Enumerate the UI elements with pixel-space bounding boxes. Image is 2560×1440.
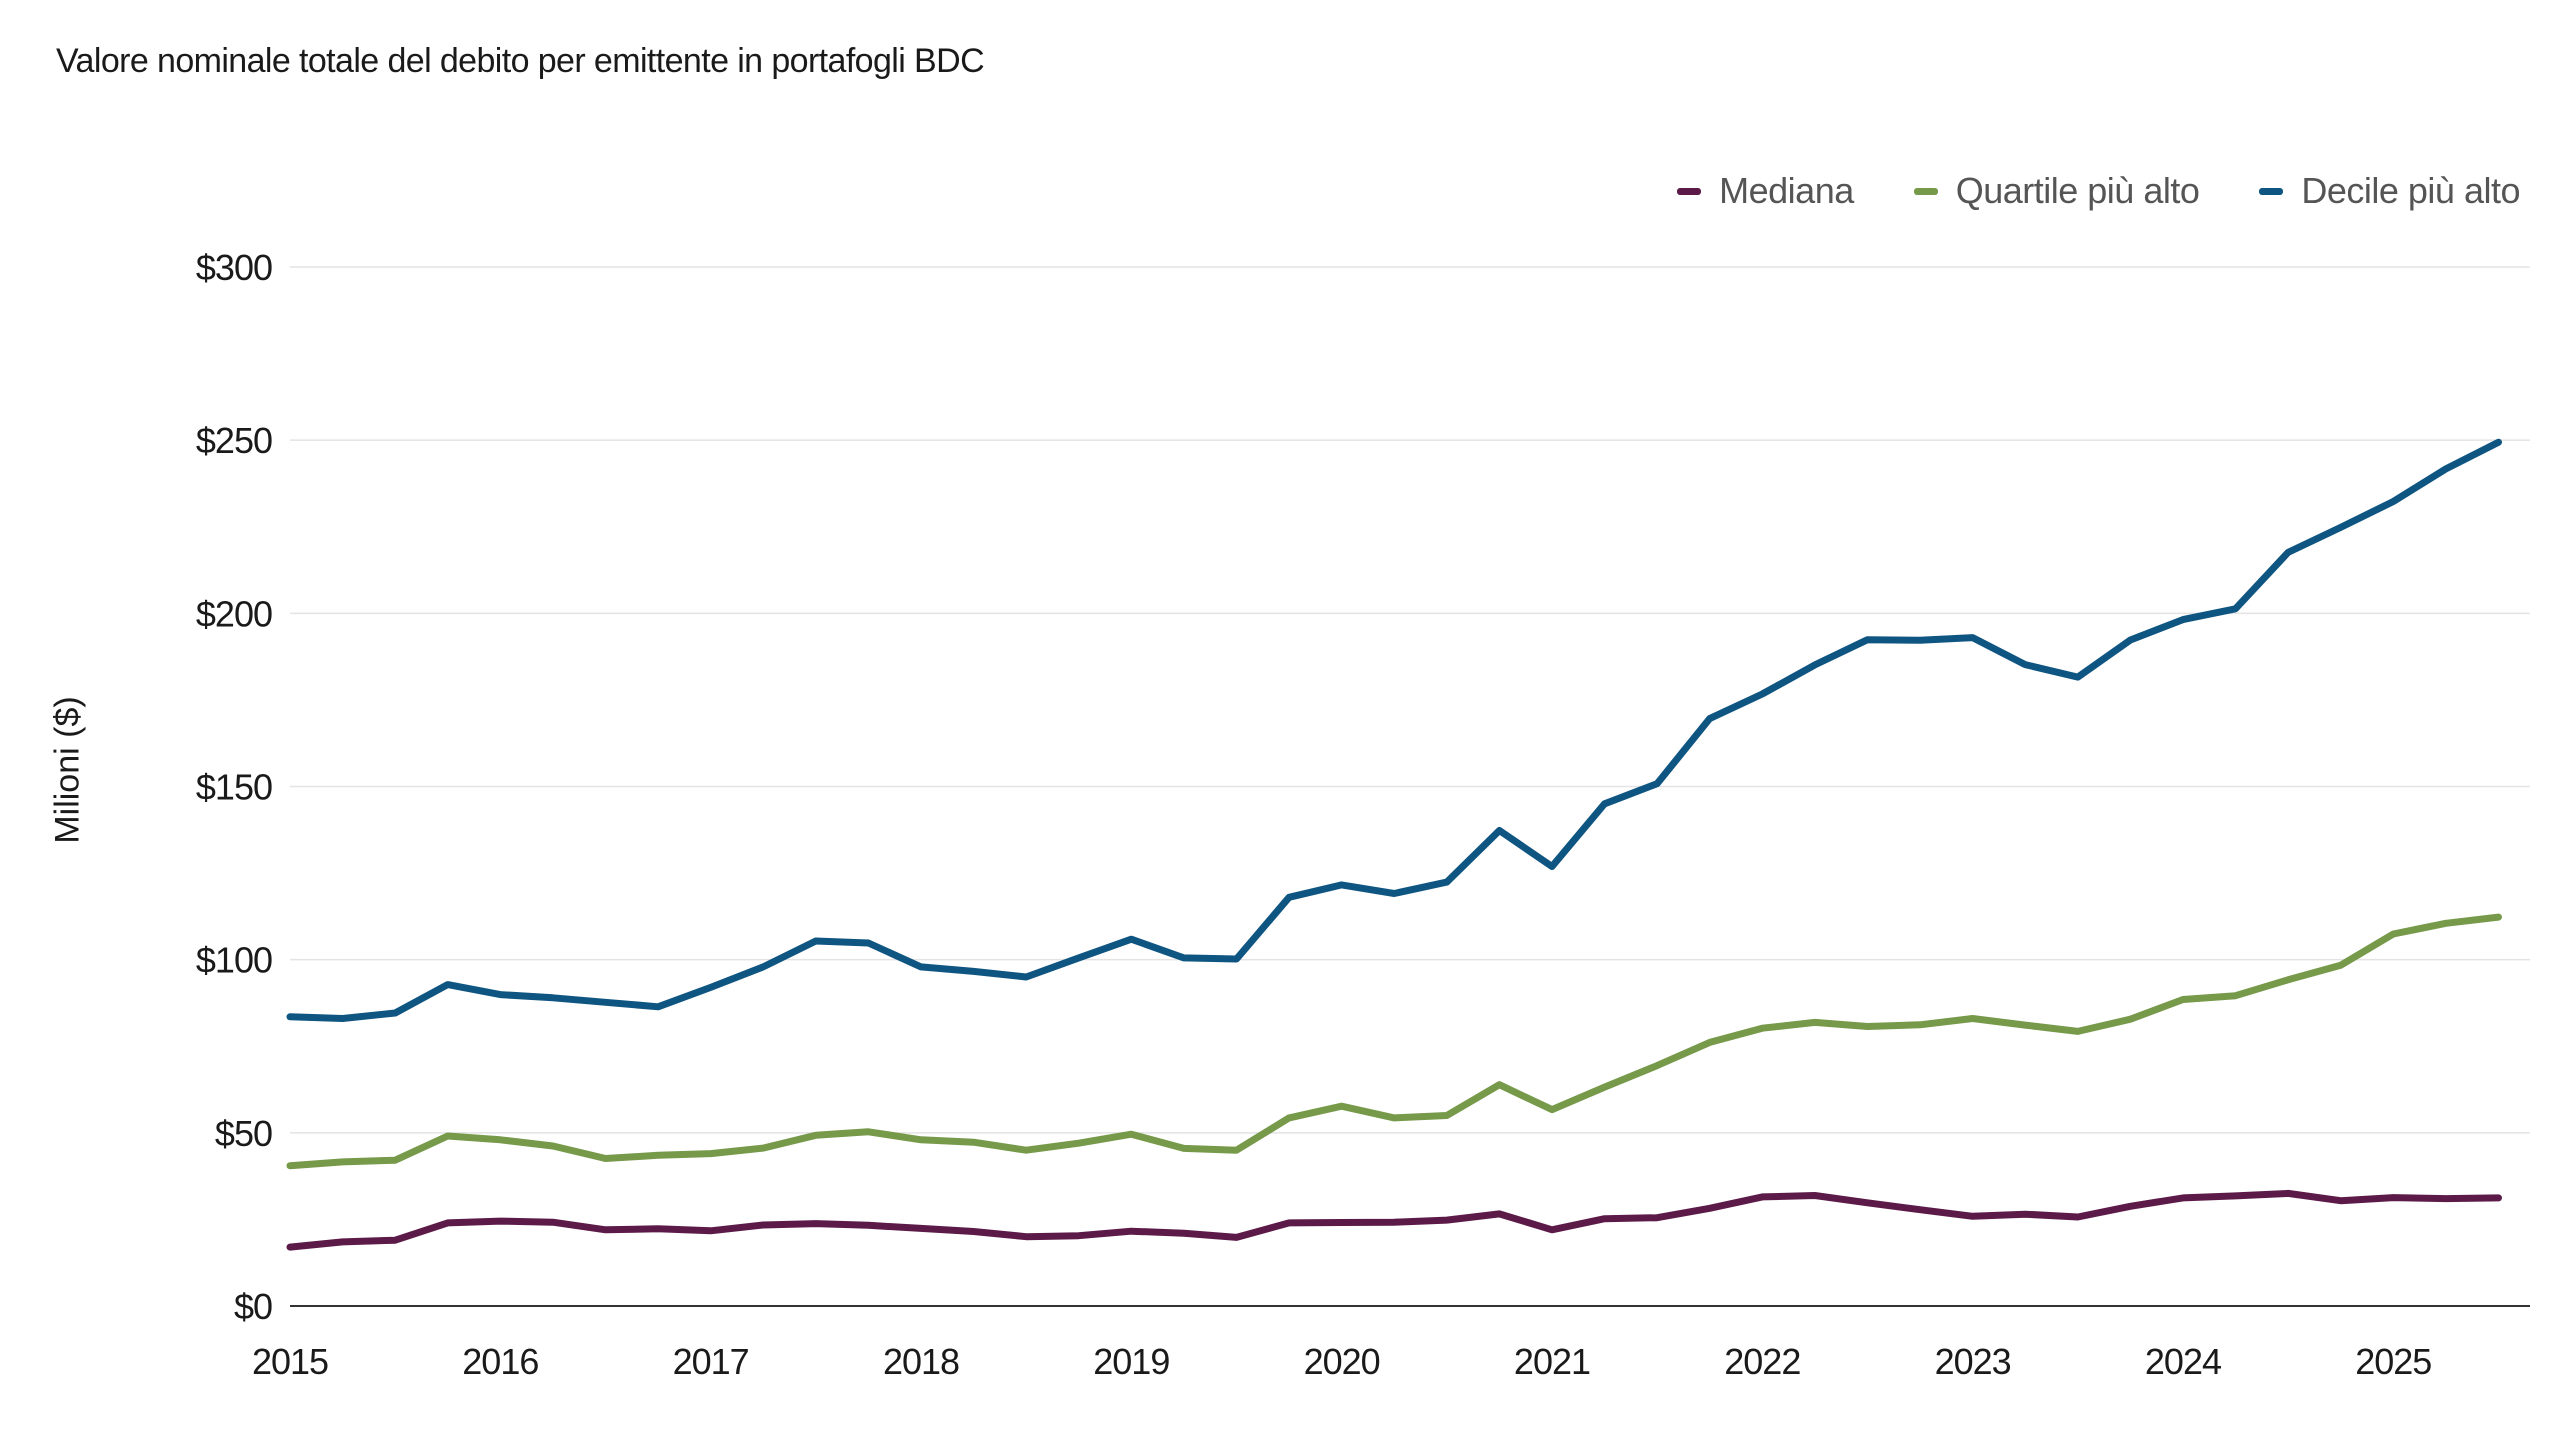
x-tick-label: 2016 <box>462 1341 538 1382</box>
y-tick-label: $100 <box>196 940 272 981</box>
legend: Mediana Quartile più alto Decile più alt… <box>1677 170 2520 212</box>
legend-swatch-quartile <box>1913 187 1938 195</box>
legend-item-quartile: Quartile più alto <box>1913 170 2200 212</box>
y-tick-label: $0 <box>234 1286 272 1327</box>
legend-swatch-decile <box>2259 187 2284 195</box>
x-tick-label: 2024 <box>2145 1341 2221 1382</box>
x-tick-label: 2023 <box>1935 1341 2011 1382</box>
series-line-mediana <box>286 1189 2502 1251</box>
y-tick-label: $200 <box>196 593 272 634</box>
series-line-quartile-piu-alto <box>286 913 2502 1170</box>
legend-item-mediana: Mediana <box>1677 170 1854 212</box>
x-tick-label: 2020 <box>1304 1341 1380 1382</box>
x-tick-label: 2021 <box>1514 1341 1590 1382</box>
gridlines <box>290 266 2530 1307</box>
axis-ticks: $0 $50 $100 $150 $200 $250 $300 2015 2016 2017 201… <box>196 247 2432 1382</box>
y-tick-label: $300 <box>196 247 272 288</box>
series-line-decile-piu-alto <box>286 438 2502 1022</box>
y-tick-label: $250 <box>196 420 272 461</box>
legend-label-decile: Decile più alto <box>2301 170 2520 211</box>
x-tick-label: 2025 <box>2355 1341 2431 1382</box>
x-tick-label: 2022 <box>1724 1341 1800 1382</box>
series-lines <box>286 438 2502 1251</box>
legend-swatch-mediana <box>1677 187 1702 195</box>
x-tick-label: 2018 <box>883 1341 959 1382</box>
legend-label-mediana: Mediana <box>1719 170 1854 211</box>
legend-item-decile: Decile più alto <box>2259 170 2520 212</box>
x-tick-label: 2017 <box>673 1341 749 1382</box>
y-tick-label: $50 <box>215 1113 272 1154</box>
x-tick-label: 2019 <box>1093 1341 1169 1382</box>
y-tick-label: $150 <box>196 767 272 808</box>
x-tick-label: 2015 <box>252 1341 328 1382</box>
legend-label-quartile: Quartile più alto <box>1955 170 2200 211</box>
chart-title: Valore nominale totale del debito per em… <box>56 42 985 80</box>
